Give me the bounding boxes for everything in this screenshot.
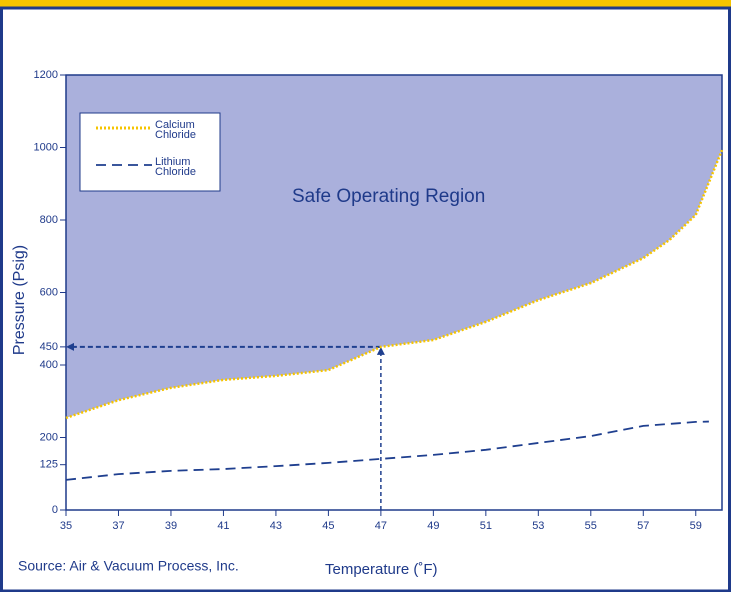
reference-arrowhead	[376, 346, 385, 355]
series-line	[65, 149, 724, 420]
x-tick-label: 57	[637, 520, 649, 532]
y-tick-label: 800	[40, 214, 58, 226]
x-tick-label: 49	[427, 520, 439, 532]
x-tick-label: 45	[322, 520, 334, 532]
x-tick-label: 47	[375, 520, 387, 532]
y-tick-label: 1200	[34, 69, 58, 81]
x-axis-label: Temperature (˚F)	[325, 561, 438, 578]
x-tick-label: 39	[165, 520, 177, 532]
source: Source: Air & Vacuum Process, Inc.	[18, 558, 239, 574]
x-tick-label: 41	[217, 520, 229, 532]
y-axis-label: Pressure (Psig)	[11, 245, 28, 355]
legend-box	[79, 112, 221, 192]
x-tick-label: 35	[60, 520, 72, 532]
x-tick-label: 55	[585, 520, 597, 532]
annotation: Safe Operating Region	[292, 186, 485, 207]
x-tick-label: 43	[270, 520, 282, 532]
top-band	[0, 0, 731, 7]
y-tick-label: 125	[40, 459, 58, 471]
safe-region	[66, 75, 722, 418]
y-tick-label: 200	[40, 431, 58, 443]
frame	[0, 6, 731, 592]
x-tick-label: 51	[480, 520, 492, 532]
legend-label: Lithium Chloride	[155, 156, 196, 178]
y-tick-label: 400	[40, 359, 58, 371]
x-tick-label: 59	[690, 520, 702, 532]
y-tick-label: 450	[40, 341, 58, 353]
y-tick-label: 1000	[34, 141, 58, 153]
series-line	[65, 420, 709, 481]
y-tick-label: 600	[40, 286, 58, 298]
legend-label: Calcium Chloride	[155, 119, 196, 141]
reference-arrowhead	[66, 342, 74, 351]
x-tick-label: 53	[532, 520, 544, 532]
y-tick-label: 0	[52, 504, 58, 516]
x-tick-label: 37	[112, 520, 124, 532]
